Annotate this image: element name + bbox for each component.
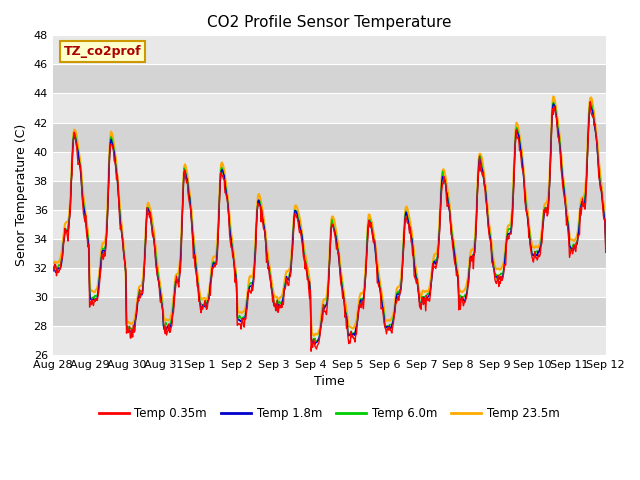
Bar xyxy=(52,326,605,355)
Bar xyxy=(52,180,605,210)
Bar xyxy=(52,64,605,94)
Y-axis label: Senor Temperature (C): Senor Temperature (C) xyxy=(15,124,28,266)
Bar xyxy=(52,122,605,152)
X-axis label: Time: Time xyxy=(314,375,344,388)
Bar xyxy=(52,239,605,268)
Bar xyxy=(52,210,605,239)
Legend: Temp 0.35m, Temp 1.8m, Temp 6.0m, Temp 23.5m: Temp 0.35m, Temp 1.8m, Temp 6.0m, Temp 2… xyxy=(94,402,564,425)
Title: CO2 Profile Sensor Temperature: CO2 Profile Sensor Temperature xyxy=(207,15,451,30)
Bar xyxy=(52,36,605,64)
Bar xyxy=(52,268,605,297)
Text: TZ_co2prof: TZ_co2prof xyxy=(64,45,141,58)
Bar xyxy=(52,94,605,122)
Bar xyxy=(52,297,605,326)
Bar xyxy=(52,152,605,180)
